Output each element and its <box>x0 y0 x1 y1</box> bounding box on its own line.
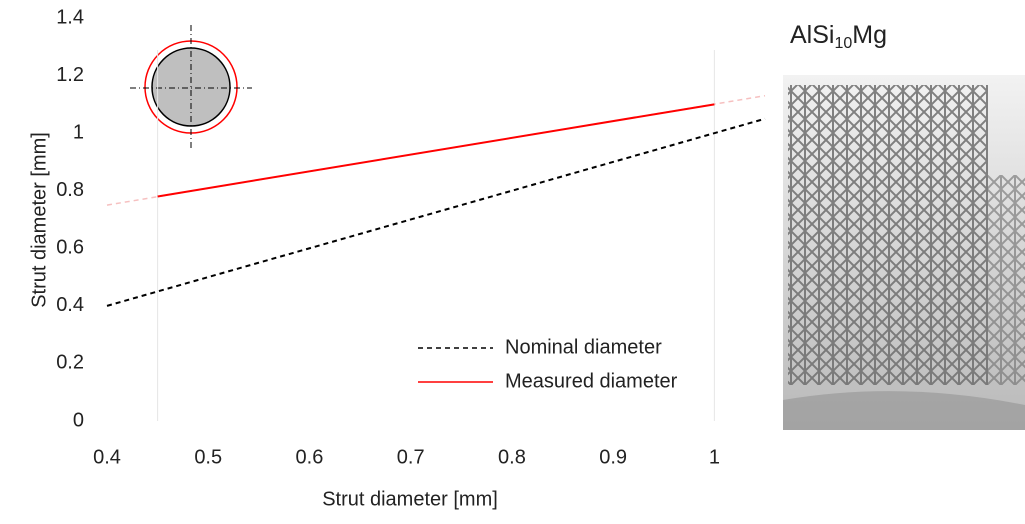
y-tick-label: 0.4 <box>56 294 84 316</box>
x-tick-label: 0.6 <box>296 446 324 468</box>
legend-label: Measured diameter <box>505 370 678 392</box>
y-tick-label: 1.2 <box>56 64 84 86</box>
x-axis-label: Strut diameter [mm] <box>322 488 498 510</box>
x-tick-label: 0.4 <box>93 446 121 468</box>
y-tick-label: 0.6 <box>56 237 84 259</box>
label-part: AlSi <box>790 21 834 49</box>
y-tick-label: 1.4 <box>56 6 84 28</box>
y-axis-label: Strut diameter [mm] <box>28 132 50 308</box>
x-tick-label: 1 <box>709 446 720 468</box>
inset-label: AlSi10Mg <box>790 21 887 53</box>
y-tick-label: 0 <box>73 409 84 431</box>
y-tick-label: 1 <box>73 121 84 143</box>
label-part: Mg <box>852 21 887 49</box>
photo <box>783 75 1025 430</box>
label-subscript: 10 <box>834 35 852 52</box>
legend-label: Nominal diameter <box>505 336 662 358</box>
series-line <box>106 117 766 307</box>
x-tick-label: 0.7 <box>397 446 425 468</box>
series-line <box>157 103 715 198</box>
x-tick-label: 0.8 <box>498 446 526 468</box>
x-tick-label: 0.9 <box>599 446 627 468</box>
x-tick-label: 0.5 <box>194 446 222 468</box>
y-tick-label: 0.8 <box>56 179 84 201</box>
cross-section-icon <box>130 25 252 150</box>
y-tick-label: 0.2 <box>56 352 84 374</box>
